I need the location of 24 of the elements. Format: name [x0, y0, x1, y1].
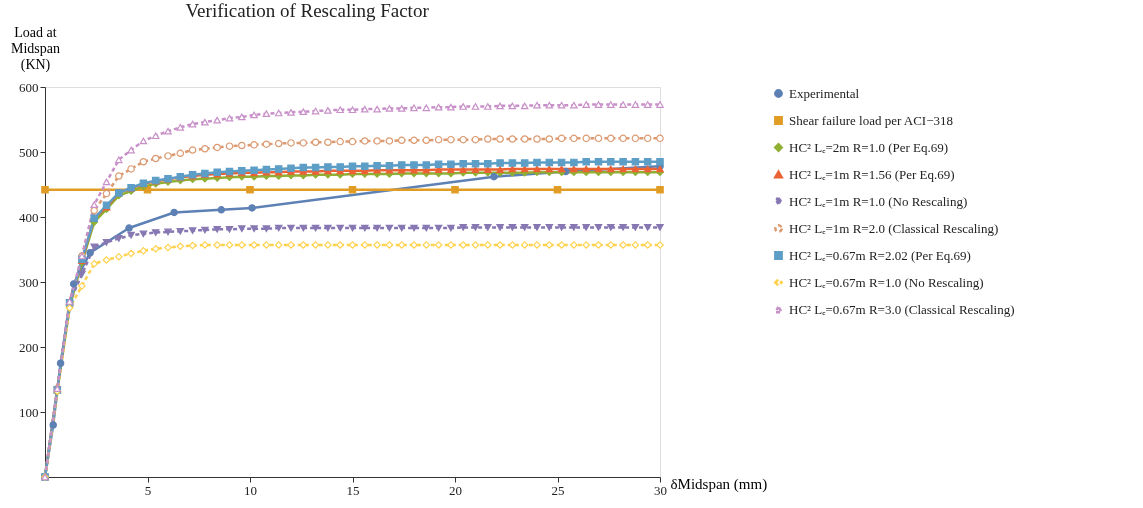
x-tick-label: 15	[346, 482, 360, 498]
legend-label: Experimental	[789, 85, 860, 101]
y-tick-label: 500	[19, 144, 39, 160]
y-tick-label: 600	[19, 79, 39, 95]
legend-label: HC² Lₑ=1m R=1.56 (Per Eq.69)	[789, 166, 955, 182]
legend-label: HC² Lₑ=1m R=2.0 (Classical Rescaling)	[789, 220, 999, 236]
legend-label: HC² Lₑ=0.67m R=2.02 (Per Eq.69)	[789, 247, 971, 263]
x-tick-label: 20	[449, 482, 462, 498]
x-tick-label: 30	[654, 482, 667, 498]
y-tick-label: 100	[19, 404, 39, 420]
x-tick-label: 25	[551, 482, 565, 498]
legend-label: HC² Lₑ=1m R=1.0 (No Rescaling)	[789, 193, 968, 209]
y-tick-label: 300	[19, 274, 39, 290]
legend-label: Shear failure load per ACI−318	[789, 112, 954, 128]
x-tick-label: 5	[144, 482, 152, 498]
y-axis-title: Load at Midspan (KN)	[11, 24, 60, 73]
x-axis-title: δMidspan (mm)	[670, 475, 768, 493]
legend-label: HC² Lₑ=0.67m R=3.0 (Classical Rescaling)	[789, 301, 1015, 317]
legend-label: HC² Lₑ=2m R=1.0 (Per Eq.69)	[789, 139, 949, 155]
chart-title: Verification of Rescaling Factor	[185, 0, 430, 21]
x-tick-label: 10	[244, 482, 257, 498]
legend-label: HC² Lₑ=0.67m R=1.0 (No Rescaling)	[789, 274, 984, 290]
y-tick-label: 200	[19, 339, 39, 355]
y-tick-label: 400	[19, 209, 39, 225]
